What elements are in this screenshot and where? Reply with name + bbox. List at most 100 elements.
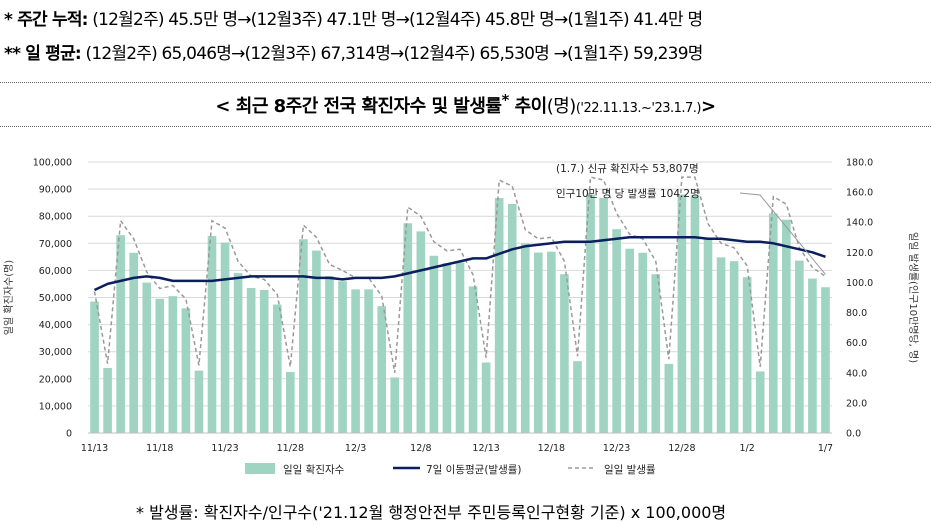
bar xyxy=(520,243,530,433)
bar xyxy=(364,289,373,433)
bar xyxy=(612,229,621,433)
bar xyxy=(351,289,360,433)
bar xyxy=(507,204,517,433)
bar xyxy=(233,273,243,433)
bar xyxy=(677,194,687,433)
y-left-tick: 100,000 xyxy=(33,158,72,169)
bar xyxy=(103,367,112,433)
y-left-tick: 80,000 xyxy=(39,212,72,223)
y-right-tick: 20.0 xyxy=(846,398,867,409)
weekly-text: (12월2주) 45.5만 명→(12월3주) 47.1만 명→(12월4주) … xyxy=(92,10,703,30)
bar xyxy=(129,252,138,433)
bar xyxy=(625,248,634,433)
bar xyxy=(808,278,817,433)
x-tick: 12/18 xyxy=(538,443,565,454)
bar xyxy=(599,197,608,433)
legend-label-daily: 일일 발생률 xyxy=(604,463,656,476)
annotation-leader xyxy=(739,192,826,275)
y-right-tick: 160.0 xyxy=(846,188,873,199)
y-right-tick: 60.0 xyxy=(846,338,867,349)
bar xyxy=(416,231,426,433)
title-divider xyxy=(0,126,931,127)
y-right-tick: 100.0 xyxy=(846,278,873,289)
daily-summary: ** 일 평균: (12월2주) 65,046명→(12월3주) 67,314명… xyxy=(4,39,703,64)
y-right-label: 일일 발생률(인구10만명당, 명) xyxy=(907,232,919,363)
bar xyxy=(560,274,569,433)
x-tick: 11/23 xyxy=(211,443,238,454)
y-left-tick: 70,000 xyxy=(39,239,72,250)
bar xyxy=(325,276,334,433)
legend-label-ma: 7일 이동평균(발생률) xyxy=(426,463,522,476)
bar xyxy=(168,296,178,433)
footnote: * 발생률: 확진자수/인구수('21.12월 행정안전부 주민등록인구현황 기… xyxy=(136,503,727,522)
chart-title: < 최근 8주간 전국 확진자수 및 발생률* 추이(명)('22.11.13.… xyxy=(0,91,931,118)
bar xyxy=(181,308,191,433)
x-tick: 11/18 xyxy=(146,443,173,454)
bar xyxy=(299,239,308,433)
y-left-tick: 20,000 xyxy=(39,374,72,385)
daily-text: (12월2주) 65,046명→(12월3주) 67,314명→(12월4주) … xyxy=(85,44,704,64)
y-right-tick: 0.0 xyxy=(846,429,861,440)
bar xyxy=(664,363,674,433)
y-right-tick: 140.0 xyxy=(846,218,873,229)
bar xyxy=(403,223,413,433)
x-tick: 12/28 xyxy=(668,443,695,454)
bar xyxy=(259,289,269,433)
bar xyxy=(246,288,256,433)
bar xyxy=(729,261,739,433)
weekly-summary: * 주간 누적: (12월2주) 45.5만 명→(12월3주) 47.1만 명… xyxy=(4,5,703,30)
bar xyxy=(481,362,491,433)
x-tick: 12/8 xyxy=(410,443,431,454)
weekly-label: * 주간 누적: xyxy=(4,10,88,30)
top-divider xyxy=(0,82,931,83)
bar xyxy=(638,252,648,433)
y-left-tick: 10,000 xyxy=(39,401,72,412)
bar xyxy=(155,298,165,433)
bar xyxy=(338,281,347,433)
x-tick: 12/3 xyxy=(345,443,366,454)
chart-title-unit: (명) xyxy=(546,96,577,117)
chart-title-period: ('22.11.13.~'23.1.7.) xyxy=(575,101,702,116)
chart: 0 10,000 20,000 30,000 40,000 50,000 60,000 70,… xyxy=(3,158,919,477)
y-left-label: 일일 확진자수(명) xyxy=(3,260,15,335)
bar xyxy=(90,301,99,433)
chart-title-close: > xyxy=(701,96,716,117)
bar xyxy=(651,274,661,433)
y-right-tick: 40.0 xyxy=(846,368,867,379)
chart-title-suffix: 추이 xyxy=(508,96,548,117)
chart-title-main: < 최근 8주간 전국 확진자수 및 발생률 xyxy=(215,96,502,117)
x-tick: 1/2 xyxy=(740,443,755,454)
legend-swatch-bar xyxy=(245,463,275,474)
y-right-tick: 80.0 xyxy=(846,308,867,319)
bar xyxy=(716,257,726,433)
bar xyxy=(468,286,478,433)
bar xyxy=(821,287,830,433)
bar xyxy=(142,282,152,433)
y-right-tick: 120.0 xyxy=(846,248,873,259)
bar xyxy=(377,306,386,433)
legend-label-bar: 일일 확진자수 xyxy=(283,463,345,476)
y-left-tick: 60,000 xyxy=(39,266,72,277)
y-left-tick: 90,000 xyxy=(39,185,72,196)
annotation-line1: (1.7.) 신규 확진자수 53,807명 xyxy=(556,162,699,175)
y-left-tick: 40,000 xyxy=(39,320,72,331)
y-left-tick: 30,000 xyxy=(39,347,72,358)
bar xyxy=(742,277,752,433)
bar xyxy=(768,213,778,433)
bar xyxy=(494,198,504,433)
x-tick: 12/23 xyxy=(603,443,630,454)
bar xyxy=(455,262,465,433)
bar xyxy=(390,377,400,433)
bar xyxy=(547,251,556,433)
bar xyxy=(586,194,595,433)
bar xyxy=(220,242,230,433)
daily-label: ** 일 평균: xyxy=(4,44,82,64)
bar xyxy=(782,219,791,433)
bar xyxy=(573,361,582,433)
x-tick: 11/28 xyxy=(277,443,304,454)
bar xyxy=(194,370,204,433)
annotation-line2: 인구10만 명 당 발생률 104.2명 xyxy=(556,188,700,200)
bar xyxy=(286,372,295,433)
bar xyxy=(429,255,439,433)
y-left-tick: 0 xyxy=(66,429,72,440)
